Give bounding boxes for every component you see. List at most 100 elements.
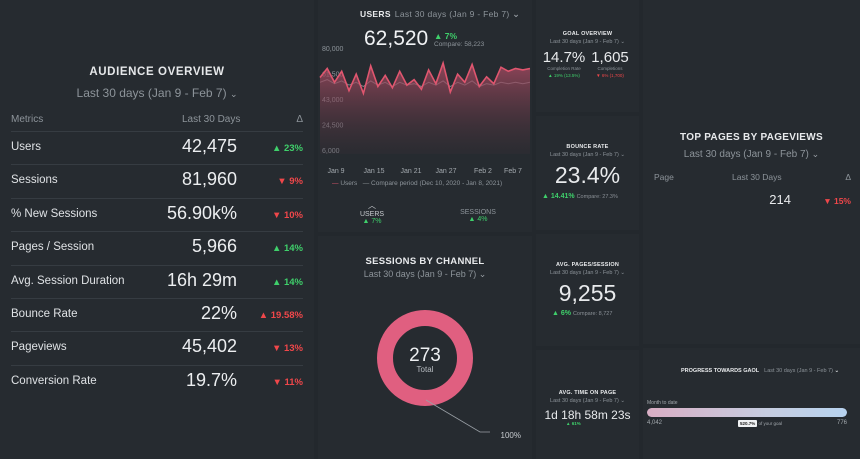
avgtime-date-range-label: Last 30 days (Jan 9 - Feb 7): [550, 398, 619, 404]
avgtime-date-range[interactable]: Last 30 days (Jan 9 - Feb 7) ⌄: [536, 398, 639, 404]
avgpages-title: AVG. PAGES/SESSION: [556, 262, 619, 268]
tab-users-label: USERS: [359, 211, 385, 218]
channel-date-range[interactable]: Last 30 days (Jan 9 - Feb 7) ⌄: [318, 269, 532, 280]
progress-title: PROGRESS TOWARDS GAOL: [681, 368, 760, 374]
metric-value: 19.7%: [185, 369, 237, 390]
channel-date-range-label: Last 30 days (Jan 9 - Feb 7): [363, 269, 477, 279]
metric-delta: ▼ 10%: [271, 209, 303, 221]
goal-date-range-label: Last 30 days (Jan 9 - Feb 7): [550, 39, 619, 45]
header-delta: Δ: [845, 172, 851, 182]
toppages-date-range-label: Last 30 days (Jan 9 - Feb 7): [683, 149, 809, 160]
table-row[interactable]: Bounce Rate 22% ▲ 19.58%: [11, 298, 303, 331]
avgpages-date-range-label: Last 30 days (Jan 9 - Feb 7): [550, 270, 619, 276]
bounce-rate-widget: BOUNCE RATE Last 30 days (Jan 9 - Feb 7)…: [536, 116, 639, 230]
bounce-compare: Compare: 27.3%: [576, 194, 618, 200]
top-pages-widget: TOP PAGES BY PAGEVIEWS Last 30 days (Jan…: [643, 0, 860, 344]
table-row[interactable]: % New Sessions 56.90k% ▼ 10%: [11, 197, 303, 231]
x-tick-label: Feb 2: [474, 168, 492, 175]
metric-delta: ▲ 14%: [271, 243, 303, 255]
chevron-down-icon: ⌄: [478, 269, 487, 279]
users-series-area: [320, 63, 530, 154]
header-delta: Δ: [296, 114, 303, 125]
legend-users: Users: [340, 180, 358, 187]
completion-rate-value: 14.7%: [542, 49, 586, 66]
toppages-date-range[interactable]: Last 30 days (Jan 9 - Feb 7) ⌄: [643, 149, 860, 160]
chevron-down-icon: ⌄: [811, 149, 820, 159]
users-compare: Compare: 58,223: [434, 41, 485, 48]
header-last-30-days: Last 30 Days: [182, 114, 241, 125]
avg-time-on-page-widget: AVG. TIME ON PAGE Last 30 days (Jan 9 - …: [536, 350, 639, 459]
completions-delta: ▼ 6% (1,700): [596, 73, 624, 78]
users-delta: ▲ 7%: [434, 31, 458, 41]
metric-delta: ▼ 11%: [272, 376, 303, 388]
metric-label: Bounce Rate: [11, 308, 78, 320]
header-page: Page: [654, 172, 674, 182]
metric-label: Avg. Session Duration: [11, 274, 125, 287]
metric-delta: ▼ 9%: [277, 176, 303, 188]
bounce-date-range[interactable]: Last 30 days (Jan 9 - Feb 7) ⌄: [536, 152, 639, 158]
table-row[interactable]: Avg. Session Duration 16h 29m ▲ 14%: [11, 264, 303, 298]
completion-rate-label: Completion Rate: [547, 66, 581, 71]
donut-slice: [377, 310, 473, 406]
table-row[interactable]: Pages / Session 5,966 ▲ 14%: [11, 231, 303, 264]
table-row[interactable]: Users 42,475 ▲ 23%: [11, 131, 303, 164]
progress-period-label: Month to date: [647, 400, 678, 406]
chevron-up-icon: ︿: [368, 201, 376, 210]
metric-label: Sessions: [11, 174, 58, 187]
donut-total-value: 273: [409, 345, 441, 366]
goal-overview-widget: GOAL OVERVIEW Last 30 days (Jan 9 - Feb …: [536, 0, 639, 112]
goal-date-range[interactable]: Last 30 days (Jan 9 - Feb 7) ⌄: [536, 39, 639, 45]
header-metrics: Metrics: [11, 114, 44, 125]
metric-delta: ▲ 14%: [271, 276, 303, 288]
chevron-down-icon: ⌄: [620, 39, 625, 45]
avgtime-delta: ▲ 61%: [566, 421, 581, 426]
avgpages-date-range[interactable]: Last 30 days (Jan 9 - Feb 7) ⌄: [536, 270, 639, 276]
header-last-30-days: Last 30 Days: [732, 172, 782, 182]
table-row[interactable]: Conversion Rate 19.7% ▼ 11%: [11, 364, 303, 398]
audience-date-range[interactable]: Last 30 days (Jan 9 - Feb 7) ⌄: [0, 86, 314, 100]
users-title-bar[interactable]: USERS Last 30 days (Jan 9 - Feb 7) ⌄: [360, 9, 520, 20]
toppages-title: TOP PAGES BY PAGEVIEWS: [680, 132, 823, 143]
completions-value: 1,605: [591, 49, 629, 66]
bounce-delta: ▲ 14.41%: [542, 193, 575, 200]
users-title: USERS: [360, 9, 391, 19]
metric-value: 42,475: [181, 136, 237, 156]
channel-title: SESSIONS BY CHANNEL: [365, 256, 485, 267]
table-row[interactable]: Pageviews 45,402 ▼ 13%: [11, 331, 303, 364]
table-row[interactable]: Sessions 81,960 ▼ 9%: [11, 164, 303, 197]
avgpages-value: 9,255: [558, 280, 617, 306]
tab-users[interactable]: ︿ USERS ▲ 7%: [348, 200, 396, 225]
progress-bar: [647, 408, 847, 417]
metric-delta: ▲ 19.58%: [258, 310, 303, 321]
legend-compare: Compare period (Dec 10, 2020 - Jan 8, 20…: [371, 180, 503, 187]
progress-percent-note: of your goal: [758, 421, 783, 426]
progress-start-value: 4,042: [647, 420, 663, 426]
table-row[interactable]: 214 ▼ 15%: [654, 192, 851, 210]
metric-value: 16h 29m: [166, 269, 237, 290]
avgpages-delta-line: ▲ 6% Compare: 8,727: [552, 310, 612, 317]
audience-table-header: Metrics Last 30 Days Δ: [11, 114, 303, 132]
audience-date-range-label: Last 30 days (Jan 9 - Feb 7): [76, 86, 227, 100]
legend-compare-swatch: —: [362, 180, 370, 187]
avgtime-value: 1d 18h 58m 23s: [544, 408, 631, 422]
completions-label: Completions: [597, 66, 623, 71]
users-chart-legend: — Users — Compare period (Dec 10, 2020 -…: [332, 180, 502, 187]
metric-label: Pages / Session: [11, 241, 95, 254]
avg-pages-session-widget: AVG. PAGES/SESSION Last 30 days (Jan 9 -…: [536, 234, 639, 346]
users-series-line: [319, 60, 531, 97]
y-tick-label: 80,000: [322, 46, 344, 53]
slice-percent-label: 100%: [501, 431, 521, 440]
tab-sessions[interactable]: SESSIONS ▲ 4%: [454, 209, 502, 223]
metric-value: 81,960: [181, 169, 237, 190]
progress-bar-fill: [647, 408, 847, 417]
metric-label: % New Sessions: [11, 207, 98, 220]
donut-total-label: Total: [417, 365, 434, 374]
chevron-down-icon: ⌄: [620, 270, 625, 276]
metric-delta: ▲ 23%: [271, 143, 303, 154]
users-value: 62,520: [364, 27, 429, 50]
progress-title-bar[interactable]: PROGRESS TOWARDS GAOL Last 30 days (Jan 9…: [681, 368, 839, 374]
x-tick-label: Jan 21: [400, 168, 421, 175]
tab-sessions-label: SESSIONS: [460, 209, 496, 216]
metric-value: 56.90k%: [166, 202, 237, 223]
